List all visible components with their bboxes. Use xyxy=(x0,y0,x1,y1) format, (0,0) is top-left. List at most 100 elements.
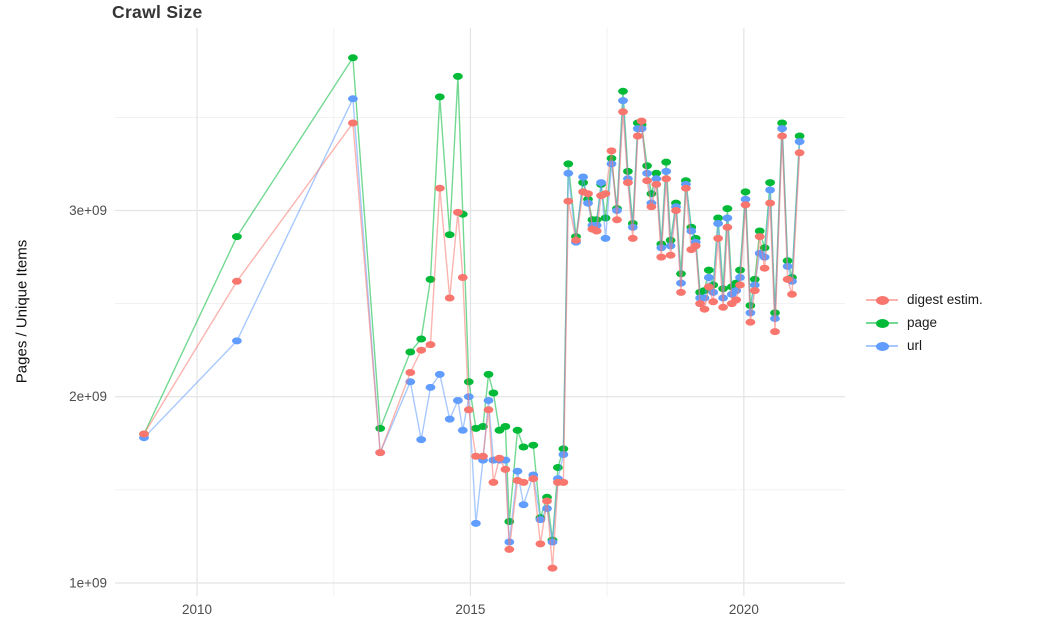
data-point-page xyxy=(777,119,787,127)
legend-key-digest-icon xyxy=(866,293,898,307)
data-point-digest xyxy=(612,216,622,224)
data-point-page xyxy=(232,233,242,241)
data-point-url xyxy=(457,426,468,434)
data-point-page xyxy=(375,424,386,432)
y-tick-label: 3e+09 xyxy=(69,203,107,218)
data-point-url xyxy=(563,169,574,177)
legend-item-page: page xyxy=(866,314,983,331)
data-point-digest xyxy=(636,117,647,125)
data-point-page xyxy=(740,188,751,196)
data-point-page xyxy=(600,214,611,222)
data-point-digest xyxy=(718,303,728,311)
data-point-digest xyxy=(713,234,723,242)
data-point-digest xyxy=(735,281,745,289)
data-point-url xyxy=(713,220,723,227)
chart-title: Crawl Size xyxy=(112,2,203,22)
data-point-url xyxy=(686,227,697,235)
legend-label-url: url xyxy=(907,338,923,353)
data-point-url xyxy=(512,467,523,475)
data-point-page xyxy=(463,378,474,386)
data-point-digest xyxy=(416,346,427,354)
data-point-digest xyxy=(457,274,468,281)
data-point-url xyxy=(483,397,494,404)
data-point-digest xyxy=(405,369,416,376)
data-point-digest xyxy=(754,233,765,241)
data-point-url xyxy=(471,519,481,527)
data-point-page xyxy=(528,441,539,449)
data-point-digest xyxy=(782,275,793,283)
data-point-page xyxy=(563,160,574,168)
data-point-digest xyxy=(434,184,445,192)
data-point-page xyxy=(749,275,760,283)
data-point-url xyxy=(232,337,242,345)
data-point-page xyxy=(425,275,436,283)
legend-key-url-icon xyxy=(866,339,898,353)
data-point-page xyxy=(348,54,358,62)
data-point-url xyxy=(794,138,805,146)
data-point-url xyxy=(444,415,455,423)
data-point-digest xyxy=(690,242,701,250)
data-point-digest xyxy=(478,452,488,460)
series-line-url xyxy=(143,96,801,543)
data-point-digest xyxy=(651,180,662,188)
data-point-url xyxy=(600,234,611,242)
data-point-url xyxy=(453,397,463,404)
data-point-digest xyxy=(471,452,481,460)
x-tick-label: 2020 xyxy=(729,602,759,617)
data-point-url xyxy=(425,383,436,391)
data-point-digest xyxy=(547,564,558,572)
data-point-digest xyxy=(571,236,581,244)
data-point-digest xyxy=(583,190,593,198)
data-point-url xyxy=(759,253,770,261)
data-point-url xyxy=(765,186,775,194)
data-point-digest xyxy=(665,251,676,259)
data-point-page xyxy=(488,389,499,397)
data-point-digest xyxy=(425,341,436,349)
data-point-digest xyxy=(745,318,756,326)
legend-label-page: page xyxy=(907,315,938,330)
data-point-url xyxy=(722,214,733,222)
data-point-url xyxy=(583,199,593,207)
data-point-digest xyxy=(627,234,638,242)
data-point-url xyxy=(416,436,427,444)
data-point-page xyxy=(722,205,733,213)
data-point-page xyxy=(453,72,463,80)
data-point-page xyxy=(512,426,523,434)
data-point-digest xyxy=(375,449,386,457)
data-point-digest xyxy=(494,454,505,462)
data-point-digest xyxy=(600,190,611,198)
data-point-page xyxy=(416,335,427,343)
data-point-digest xyxy=(618,108,628,116)
data-point-digest xyxy=(765,199,775,207)
data-point-digest xyxy=(749,287,760,295)
data-point-digest xyxy=(488,478,499,486)
y-tick-label: 1e+09 xyxy=(69,575,107,590)
data-point-url xyxy=(434,370,445,378)
data-point-page xyxy=(713,214,723,222)
data-point-digest xyxy=(695,300,705,308)
data-point-page xyxy=(405,348,416,356)
data-point-url xyxy=(518,501,529,509)
data-point-digest xyxy=(699,305,710,313)
data-point-digest xyxy=(642,177,652,185)
data-point-digest xyxy=(606,147,617,155)
data-point-digest xyxy=(661,175,672,183)
data-point-url xyxy=(578,173,588,181)
data-point-page xyxy=(434,93,445,101)
data-point-url xyxy=(777,125,787,133)
data-point-digest xyxy=(463,406,474,414)
data-point-digest xyxy=(139,430,149,438)
data-point-digest xyxy=(731,296,742,304)
y-tick-label: 2e+09 xyxy=(69,389,107,404)
data-point-digest xyxy=(770,328,780,336)
data-point-digest xyxy=(542,497,552,505)
legend-item-url: url xyxy=(866,337,983,354)
legend: digest estim. page url xyxy=(866,291,983,354)
data-point-digest xyxy=(558,478,569,486)
legend-key-page-icon xyxy=(866,316,898,330)
data-point-page xyxy=(500,423,511,430)
data-point-digest xyxy=(703,283,714,291)
data-point-digest xyxy=(453,208,463,216)
